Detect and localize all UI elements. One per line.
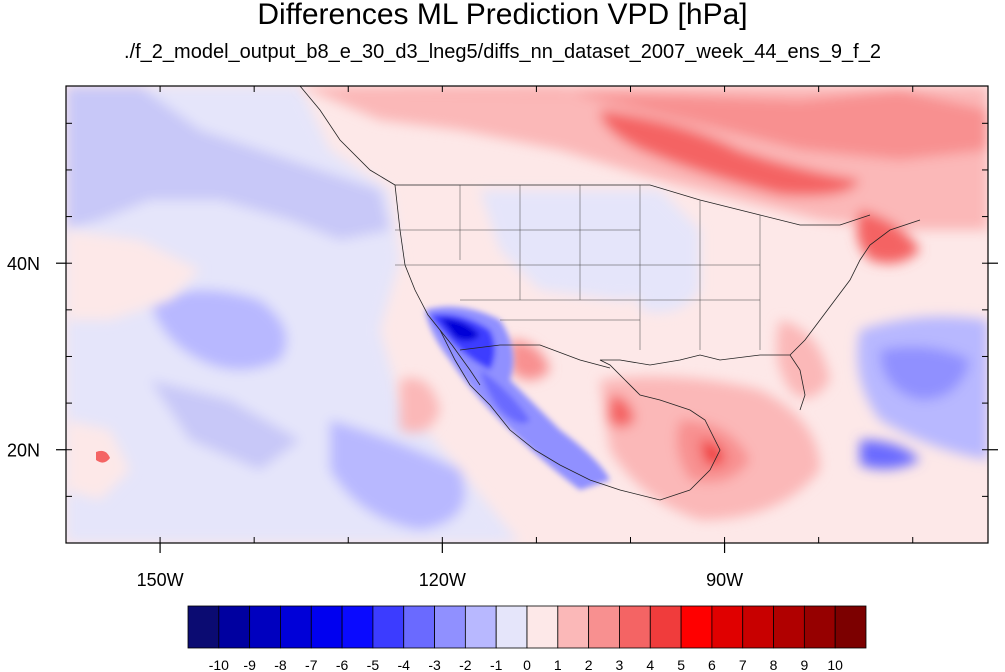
colorbar-label: 9 bbox=[800, 657, 808, 672]
subtropical-pacific-negative bbox=[150, 380, 300, 470]
east-pacific-negative bbox=[330, 420, 465, 530]
latitude-axis: 40N 20N bbox=[7, 122, 998, 497]
canada-pacific-coast bbox=[299, 86, 396, 186]
colorbar-label: -2 bbox=[459, 657, 472, 672]
colorbar-swatch bbox=[249, 605, 281, 649]
us-mexico-border bbox=[459, 344, 611, 369]
colorbar-swatch bbox=[773, 605, 805, 649]
texas-coast-positive bbox=[608, 395, 635, 428]
colorbar-label: 4 bbox=[646, 657, 654, 672]
central-pacific-negative bbox=[150, 290, 287, 370]
baja-negative-mid bbox=[430, 314, 495, 370]
colorbar-label: 1 bbox=[554, 657, 562, 672]
atlantic-negative-core bbox=[880, 346, 970, 400]
colorbar-label: -3 bbox=[428, 657, 441, 672]
caribbean-negative bbox=[860, 440, 920, 469]
hawaii-positive bbox=[96, 450, 110, 463]
canada-positive-core bbox=[320, 90, 988, 160]
colorbar-swatch bbox=[557, 605, 590, 649]
colorbar-label: 10 bbox=[827, 657, 843, 672]
gulf-coast bbox=[599, 354, 806, 491]
vpd-difference-field bbox=[66, 86, 988, 543]
lon-tick-label: 150W bbox=[137, 570, 184, 590]
colorbar-swatch bbox=[495, 605, 528, 649]
colorbar-swatch bbox=[218, 605, 251, 649]
lat-tick-label: 40N bbox=[7, 254, 40, 274]
pacific-pink-patch-2 bbox=[400, 378, 440, 433]
colorbar-swatch bbox=[280, 605, 312, 649]
colorbar: -10 -9 -8 -7 -6 -5 -4 -3 -2 -1 0 1 2 3 4 5 6 7 8 9 10 bbox=[187, 605, 867, 672]
colorbar-swatch bbox=[742, 605, 774, 649]
colorbar-swatch bbox=[803, 605, 836, 649]
colorbar-label: 2 bbox=[585, 657, 593, 672]
colorbar-swatch bbox=[372, 605, 405, 649]
map-frame bbox=[65, 85, 989, 544]
colorbar-label: 8 bbox=[770, 657, 778, 672]
lon-tick-label: 120W bbox=[419, 570, 466, 590]
canada-positive-strong bbox=[600, 110, 860, 196]
plot-title: Differences ML Prediction VPD [hPa] bbox=[257, 0, 748, 31]
colorbar-swatch bbox=[619, 605, 651, 649]
mexico-pacific-coast bbox=[439, 329, 691, 501]
colorbar-swatch bbox=[434, 605, 466, 649]
pacific-pink-patch-1 bbox=[66, 230, 200, 320]
colorbar-swatch bbox=[834, 605, 867, 649]
colorbar-swatch bbox=[341, 605, 374, 649]
baja-negative-core bbox=[440, 318, 480, 341]
longitude-axis: 150W 120W 90W bbox=[65, 86, 914, 590]
colorbar-swatch bbox=[464, 605, 497, 649]
colorbar-label: -6 bbox=[336, 657, 349, 672]
colorbar-swatch bbox=[711, 605, 744, 649]
colorbar-label: 3 bbox=[616, 657, 624, 672]
colorbar-label: -4 bbox=[398, 657, 411, 672]
coastlines bbox=[299, 86, 921, 501]
yucatan-positive-core bbox=[700, 440, 725, 466]
colorbar-swatch bbox=[680, 605, 713, 649]
sierra-madre-negative bbox=[480, 370, 530, 424]
colorbar-label: 5 bbox=[677, 657, 685, 672]
us-east-coast bbox=[789, 219, 921, 356]
lon-tick-label: 90W bbox=[706, 570, 743, 590]
colorbar-label: 7 bbox=[739, 657, 747, 672]
north-pacific-negative bbox=[66, 86, 390, 240]
colorbar-label: 6 bbox=[708, 657, 716, 672]
colorbar-label: -1 bbox=[490, 657, 503, 672]
colorbar-label: 0 bbox=[523, 657, 531, 672]
lat-tick-label: 20N bbox=[7, 441, 40, 461]
colorbar-label: -9 bbox=[243, 657, 256, 672]
colorbar-swatch bbox=[649, 605, 682, 649]
new-england-positive bbox=[856, 210, 920, 264]
colorbar-label: -10 bbox=[209, 657, 229, 672]
colorbar-swatch bbox=[588, 605, 620, 649]
colorbar-label: -5 bbox=[367, 657, 380, 672]
mexico-north-positive bbox=[510, 340, 550, 380]
colorbar-swatch bbox=[310, 605, 343, 649]
plot-subtitle: ./f_2_model_output_b8_e_30_d3_lneg5/diff… bbox=[124, 41, 881, 63]
colorbar-swatch bbox=[526, 605, 559, 649]
southeast-positive bbox=[776, 320, 830, 398]
colorbar-label: -7 bbox=[305, 657, 318, 672]
midwest-light-negative bbox=[640, 258, 700, 313]
baja-peninsula bbox=[451, 344, 481, 386]
colorbar-swatch bbox=[187, 605, 220, 649]
colorbar-swatch bbox=[403, 605, 435, 649]
state-borders bbox=[395, 185, 761, 350]
colorbar-label: -8 bbox=[274, 657, 287, 672]
